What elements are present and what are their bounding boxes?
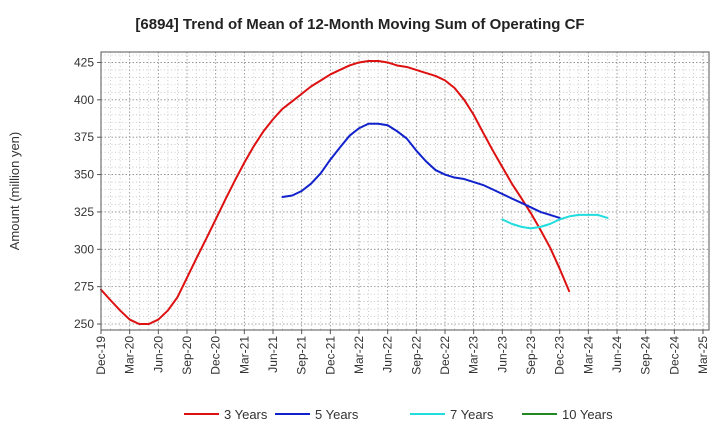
y-tick-label: 250 bbox=[74, 317, 94, 331]
legend-label: 10 Years bbox=[562, 407, 613, 422]
chart-title: [6894] Trend of Mean of 12-Month Moving … bbox=[135, 16, 584, 33]
y-tick-label: 325 bbox=[74, 205, 94, 219]
series-line-5-years bbox=[281, 122, 561, 219]
y-tick-label: 400 bbox=[74, 93, 94, 107]
series-line-3-years bbox=[100, 59, 571, 326]
series-line-7-years bbox=[501, 213, 609, 230]
series-lines bbox=[100, 59, 609, 326]
x-tick-label: Mar-22 bbox=[352, 336, 366, 374]
x-tick-label: Mar-24 bbox=[581, 336, 595, 374]
x-tick-label: Mar-23 bbox=[467, 336, 481, 374]
x-tick-label: Jun-22 bbox=[381, 336, 395, 373]
x-tick-label: Dec-19 bbox=[94, 336, 108, 375]
x-tick-label: Jun-21 bbox=[266, 336, 280, 373]
x-tick-label: Mar-20 bbox=[123, 336, 137, 374]
x-tick-label: Dec-23 bbox=[553, 336, 567, 375]
x-tick-label: Sep-24 bbox=[639, 336, 653, 375]
y-tick-label: 300 bbox=[74, 242, 94, 256]
legend: 3 Years 5 Years 7 Years 10 Years bbox=[184, 407, 613, 422]
y-axis-ticks: 250 275 300 325 350 375 400 425 bbox=[74, 55, 101, 331]
x-tick-label: Dec-24 bbox=[667, 336, 681, 375]
x-tick-label: Dec-21 bbox=[323, 336, 337, 375]
x-tick-label: Jun-20 bbox=[151, 336, 165, 373]
y-axis-label: Amount (million yen) bbox=[7, 132, 22, 251]
x-tick-label: Sep-21 bbox=[295, 336, 309, 375]
x-tick-label: Mar-25 bbox=[696, 336, 710, 374]
legend-label: 5 Years bbox=[315, 407, 359, 422]
y-tick-label: 275 bbox=[74, 280, 94, 294]
x-tick-label: Sep-20 bbox=[180, 336, 194, 375]
legend-label: 3 Years bbox=[224, 407, 268, 422]
y-tick-label: 425 bbox=[74, 55, 94, 69]
x-tick-label: Dec-20 bbox=[209, 336, 223, 375]
x-tick-label: Jun-23 bbox=[495, 336, 509, 373]
grid-lines bbox=[101, 52, 709, 330]
y-tick-label: 350 bbox=[74, 168, 94, 182]
x-axis-ticks: Dec-19 Mar-20 Jun-20 Sep-20 Dec-20 Mar-21 Jun-… bbox=[94, 330, 710, 375]
x-tick-label: Jun-24 bbox=[610, 336, 624, 373]
y-tick-label: 375 bbox=[74, 130, 94, 144]
x-tick-label: Sep-22 bbox=[409, 336, 423, 375]
x-tick-label: Sep-23 bbox=[524, 336, 538, 375]
legend-label: 7 Years bbox=[450, 407, 494, 422]
x-tick-label: Mar-21 bbox=[237, 336, 251, 374]
plot-frame bbox=[100, 51, 710, 331]
x-tick-label: Dec-22 bbox=[438, 336, 452, 375]
